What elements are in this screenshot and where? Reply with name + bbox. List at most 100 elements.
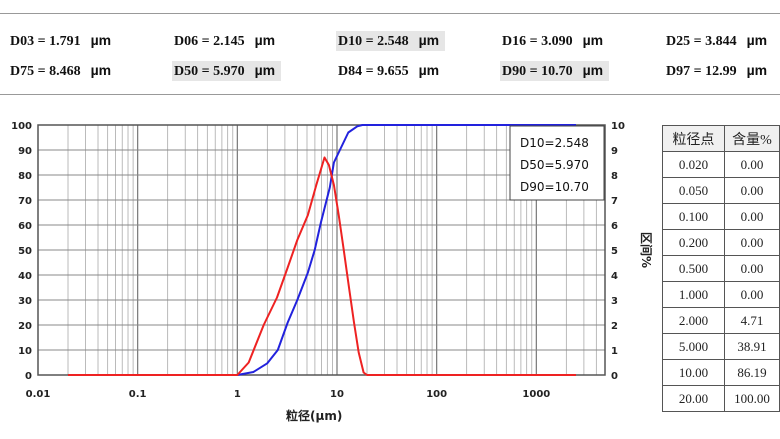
content-cell: 0.00 xyxy=(723,255,780,282)
d-value-unit: µm xyxy=(582,32,604,48)
d-value-label: D97 = 12.99 xyxy=(666,64,737,79)
table-row: 0.050 0.00 xyxy=(662,177,780,204)
size-cell: 10.00 xyxy=(662,359,725,386)
y-tick-right: 9 xyxy=(611,146,618,157)
content-cell: 38.91 xyxy=(723,333,780,360)
x-tick: 0.1 xyxy=(129,389,147,400)
y-tick-left: 0 xyxy=(25,371,32,382)
table-row: 20.00 100.00 xyxy=(662,385,780,412)
d-value: D16 = 3.090 µm xyxy=(500,31,609,51)
plot-frame xyxy=(37,124,606,376)
d-value-label: D16 = 3.090 xyxy=(502,34,573,49)
x-tick: 100 xyxy=(426,389,447,400)
d-value-label: D50 = 5.970 xyxy=(174,64,245,79)
y-tick-left: 30 xyxy=(18,296,32,307)
content-cell: 86.19 xyxy=(723,359,780,386)
y-tick-left: 20 xyxy=(18,321,32,332)
column-header-content: 含量% xyxy=(723,125,780,152)
content-cell: 0.00 xyxy=(723,203,780,230)
d-value: D50 = 5.970 µm xyxy=(172,61,282,81)
size-cell: 0.050 xyxy=(662,177,725,204)
y-tick-right: 1 xyxy=(611,346,618,357)
size-cell: 5.000 xyxy=(662,333,725,360)
table-row: 0.020 0.00 xyxy=(662,151,780,178)
x-axis-label: 粒径(µm) xyxy=(286,408,342,423)
y-tick-left: 90 xyxy=(18,146,32,157)
legend-box xyxy=(509,125,605,201)
d-value-label: D90 = 10.70 xyxy=(502,64,573,79)
x-tick: 1 xyxy=(234,389,241,400)
content-cell: 0.00 xyxy=(723,229,780,256)
size-cell: 0.100 xyxy=(662,203,725,230)
y-tick-left: 60 xyxy=(18,221,32,232)
column-header-size: 粒径点 xyxy=(662,125,725,152)
summary-band: D03 = 1.791 µm D06 = 2.145 µm D10 = 2.548 µm D… xyxy=(0,13,780,95)
d-value: D03 = 1.791 µm xyxy=(8,31,117,51)
legend-entry: D90=10.70 xyxy=(520,180,589,194)
y-tick-right: 2 xyxy=(611,321,618,332)
y-tick-right: 3 xyxy=(611,296,618,307)
y-tick-left: 100 xyxy=(11,121,32,132)
size-cell: 0.200 xyxy=(662,229,725,256)
d-value-unit: µm xyxy=(746,32,768,48)
d-value: D06 = 2.145 µm xyxy=(172,31,281,51)
d-value-label: D10 = 2.548 xyxy=(338,34,409,49)
content-cell: 0.00 xyxy=(723,177,780,204)
d-value-unit: µm xyxy=(418,62,440,78)
legend-entry: D10=2.548 xyxy=(520,136,589,150)
table-row: 2.000 4.71 xyxy=(662,307,780,334)
table-row: 0.100 0.00 xyxy=(662,203,780,230)
d-value: D75 = 8.468 µm xyxy=(8,61,117,81)
content-cell: 4.71 xyxy=(723,307,780,334)
table-row: 1.000 0.00 xyxy=(662,281,780,308)
y-tick-right: 5 xyxy=(611,246,618,257)
table-row: 10.00 86.19 xyxy=(662,359,780,386)
y-tick-right: 4 xyxy=(611,271,618,282)
x-tick: 1000 xyxy=(522,389,550,400)
d-value: D90 = 10.70 µm xyxy=(500,61,610,81)
x-tick: 10 xyxy=(330,389,344,400)
size-cell: 20.00 xyxy=(662,385,725,412)
size-cell: 1.000 xyxy=(662,281,725,308)
y-tick-right: 0 xyxy=(611,371,618,382)
y-tick-left: 50 xyxy=(18,246,32,257)
d-value: D97 = 12.99 µm xyxy=(664,61,773,81)
d-value: D84 = 9.655 µm xyxy=(336,61,445,81)
content-cell: 0.00 xyxy=(723,281,780,308)
size-cell: 2.000 xyxy=(662,307,725,334)
d-value: D10 = 2.548 µm xyxy=(336,31,446,51)
y-axis-label-right: 区间% xyxy=(639,232,654,268)
d-value-unit: µm xyxy=(254,32,276,48)
d-value: D25 = 3.844 µm xyxy=(664,31,773,51)
table-row: 5.000 38.91 xyxy=(662,333,780,360)
interval-curve xyxy=(68,156,576,376)
y-tick-right: 7 xyxy=(611,196,618,207)
size-cell: 0.020 xyxy=(662,151,725,178)
table-row: 0.500 0.00 xyxy=(662,255,780,282)
y-tick-left: 10 xyxy=(18,346,32,357)
table-row: 0.200 0.00 xyxy=(662,229,780,256)
size-cell: 0.500 xyxy=(662,255,725,282)
y-tick-right: 8 xyxy=(611,171,618,182)
cumulative-curve xyxy=(68,124,576,376)
y-tick-left: 70 xyxy=(18,196,32,207)
d-value-unit: µm xyxy=(90,62,112,78)
d-value-label: D84 = 9.655 xyxy=(338,64,409,79)
d-value-unit: µm xyxy=(746,62,768,78)
y-tick-right: 10 xyxy=(611,121,625,132)
x-tick: 0.01 xyxy=(26,389,51,400)
legend-entry: D50=5.970 xyxy=(520,158,589,172)
d-value-label: D75 = 8.468 xyxy=(10,64,81,79)
y-tick-right: 6 xyxy=(611,221,618,232)
size-content-table: 粒径点 含量% 0.020 0.00 0.050 0.00 0.100 0.00 0.200… xyxy=(662,125,780,412)
d-value-unit: µm xyxy=(418,32,440,48)
content-cell: 100.00 xyxy=(723,385,780,412)
content-cell: 0.00 xyxy=(723,151,780,178)
d-value-unit: µm xyxy=(90,32,112,48)
y-tick-left: 40 xyxy=(18,271,32,282)
y-tick-left: 80 xyxy=(18,171,32,182)
d-value-unit: µm xyxy=(254,62,276,78)
d-value-unit: µm xyxy=(582,62,604,78)
d-value-label: D03 = 1.791 xyxy=(10,34,81,49)
